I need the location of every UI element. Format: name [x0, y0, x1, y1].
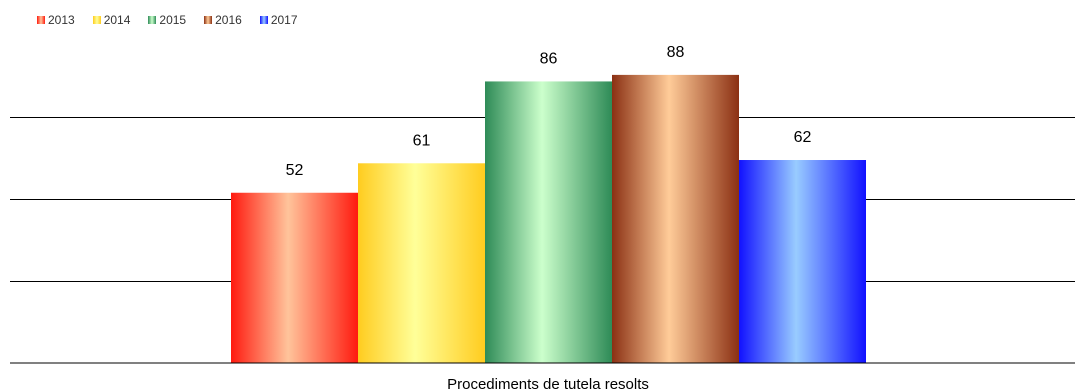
bar-2013 [231, 193, 358, 363]
data-label-2017: 62 [794, 129, 812, 146]
bar-2016 [612, 75, 739, 363]
data-label-2015: 86 [540, 50, 558, 67]
data-label-2014: 61 [413, 132, 431, 149]
bar-2014 [358, 163, 485, 363]
data-label-2016: 88 [667, 44, 685, 61]
x-axis-label: Procediments de tutela resolts [447, 376, 649, 392]
data-label-2013: 52 [286, 162, 304, 179]
bar-2017 [739, 160, 866, 363]
bar-2015 [485, 81, 612, 363]
